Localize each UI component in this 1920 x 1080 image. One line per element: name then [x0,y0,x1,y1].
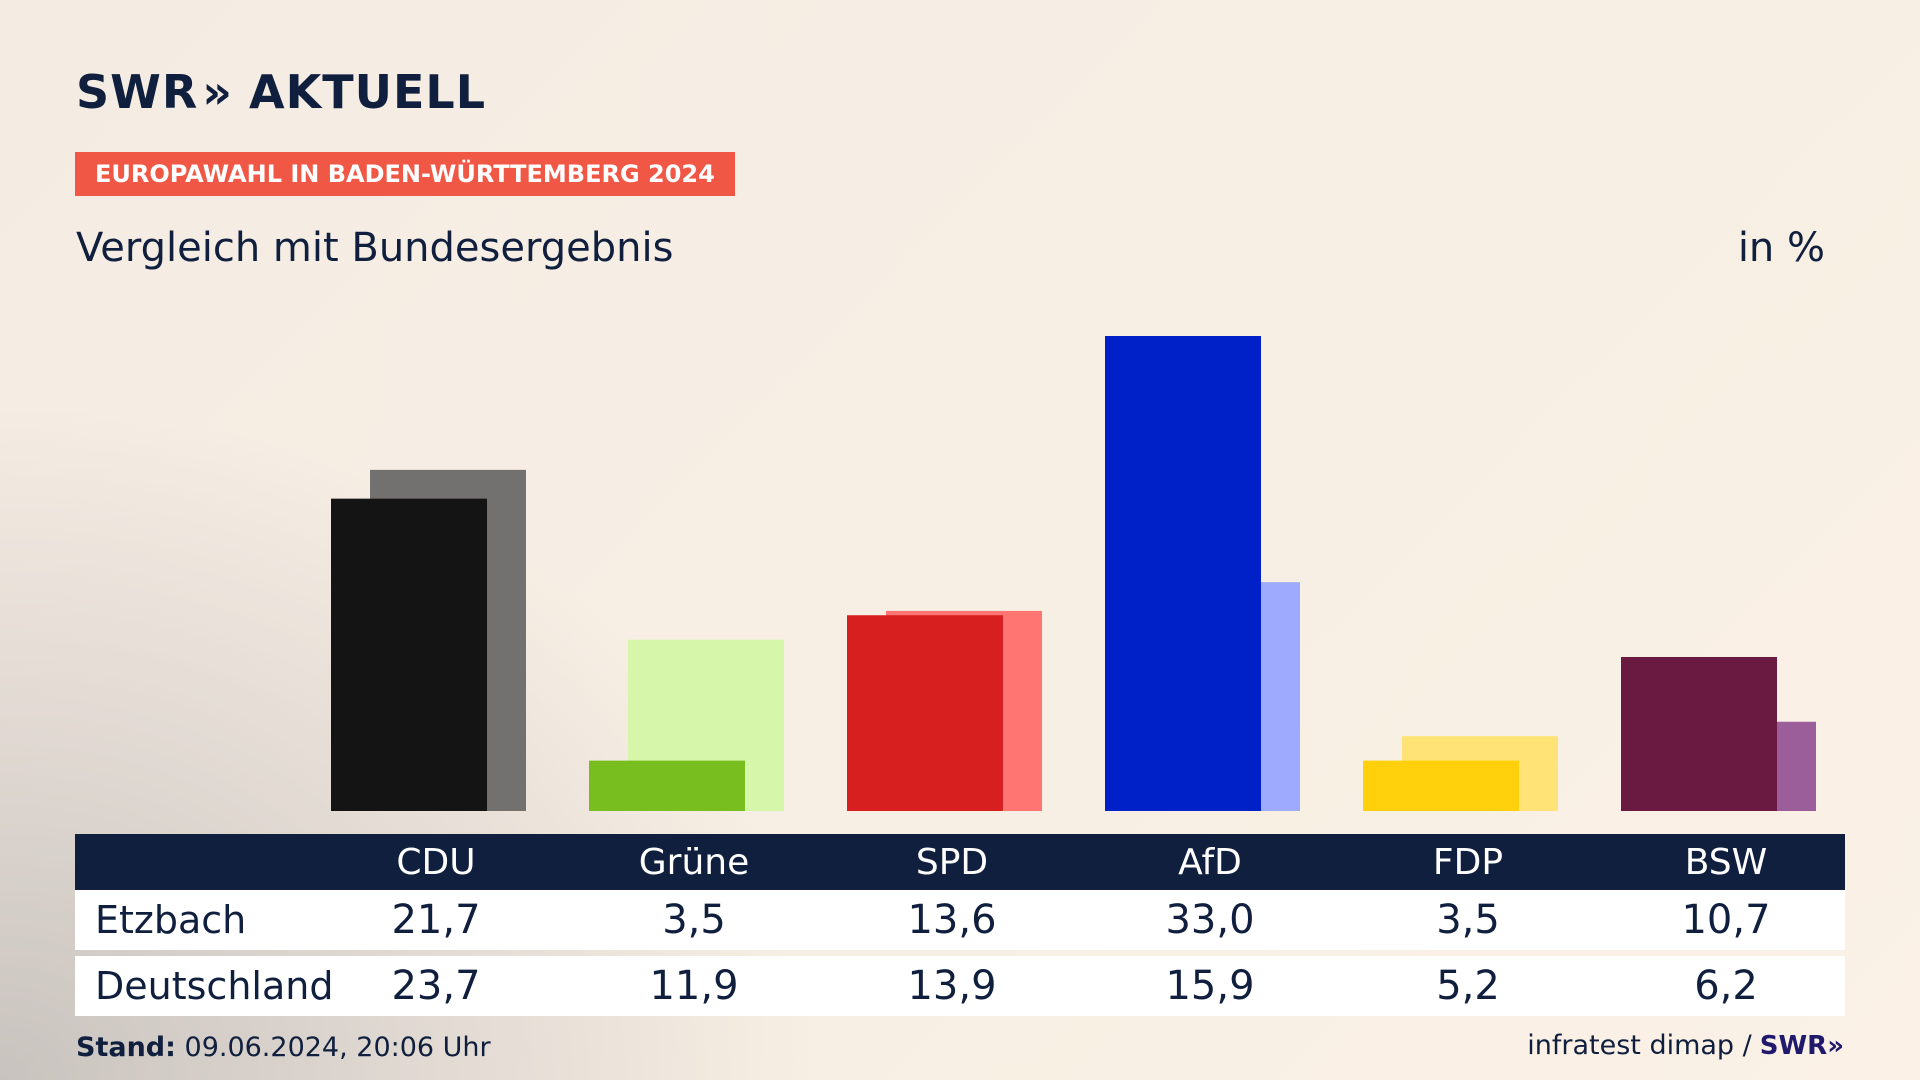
column-header-gruene: Grüne [638,841,750,883]
bar-deutschland-bsw [1660,721,1816,811]
value-deutschland-bsw: 6,2 [1694,963,1758,1009]
timestamp: Stand: 09.06.2024, 20:06 Uhr [76,1032,491,1064]
column-header-fdp: FDP [1432,841,1504,883]
bar-etzbach-afd [1105,336,1261,811]
logo-swr-text: SWR [76,65,199,119]
source-credit: infratest dimap / SWR» [1527,1030,1844,1062]
value-deutschland-fdp: 5,2 [1436,963,1500,1009]
value-deutschland-afd: 15,9 [1165,963,1255,1009]
bar-etzbach-fdp [1363,760,1519,811]
value-etzbach-fdp: 3,5 [1436,897,1500,943]
bar-deutschland-gruene [628,639,784,811]
column-header-bsw: BSW [1684,841,1768,883]
bar-etzbach-bsw [1621,656,1777,811]
column-header-afd: AfD [1178,841,1242,883]
bar-deutschland-spd [886,610,1042,811]
swr-aktuell-logo: SWR» AKTUELL [76,60,486,124]
table-row: Deutschland 23,7 11,9 13,9 15,9 5,2 6,2 [75,956,1845,1016]
bar-deutschland-afd [1144,582,1300,811]
bar-etzbach-cdu [331,498,487,811]
bar-deutschland-fdp [1402,736,1558,811]
bar-etzbach-gruene [589,760,745,811]
bars-etzbach [331,336,1777,811]
table-row: Etzbach 21,7 3,5 13,6 33,0 3,5 10,7 [75,890,1845,950]
table-header-row: CDU Grüne SPD AfD FDP BSW [75,834,1845,890]
value-etzbach-gruene: 3,5 [662,897,726,943]
unit-label: in % [1737,225,1825,271]
swr-small-logo: SWR» [1759,1031,1844,1061]
value-deutschland-spd: 13,9 [907,963,997,1009]
chart-subtitle: Vergleich mit Bundesergebnis [76,225,674,271]
value-etzbach-cdu: 21,7 [391,897,481,943]
row-label-etzbach: Etzbach [95,898,247,942]
value-etzbach-afd: 33,0 [1165,897,1255,943]
results-table: CDU Grüne SPD AfD FDP BSW Etzbach 21,7 3,5 13,6… [75,834,1845,1016]
column-header-cdu: CDU [396,841,476,883]
stand-label: Stand: [76,1032,176,1063]
value-etzbach-spd: 13,6 [907,897,997,943]
source-text: infratest dimap / [1527,1030,1752,1061]
value-deutschland-cdu: 23,7 [391,963,481,1009]
stand-value: 09.06.2024, 20:06 Uhr [184,1032,491,1063]
bars-deutschland [370,469,1816,811]
row-label-deutschland: Deutschland [95,964,334,1008]
election-tag: EUROPAWAHL IN BADEN-WÜRTTEMBERG 2024 [75,152,735,196]
bar-etzbach-spd [847,615,1003,811]
column-header-spd: SPD [915,841,989,883]
logo-chevron-icon: » [202,65,234,119]
value-etzbach-bsw: 10,7 [1681,897,1771,943]
value-deutschland-gruene: 11,9 [649,963,739,1009]
bar-deutschland-cdu [370,469,526,811]
logo-aktuell-text: AKTUELL [249,65,487,119]
